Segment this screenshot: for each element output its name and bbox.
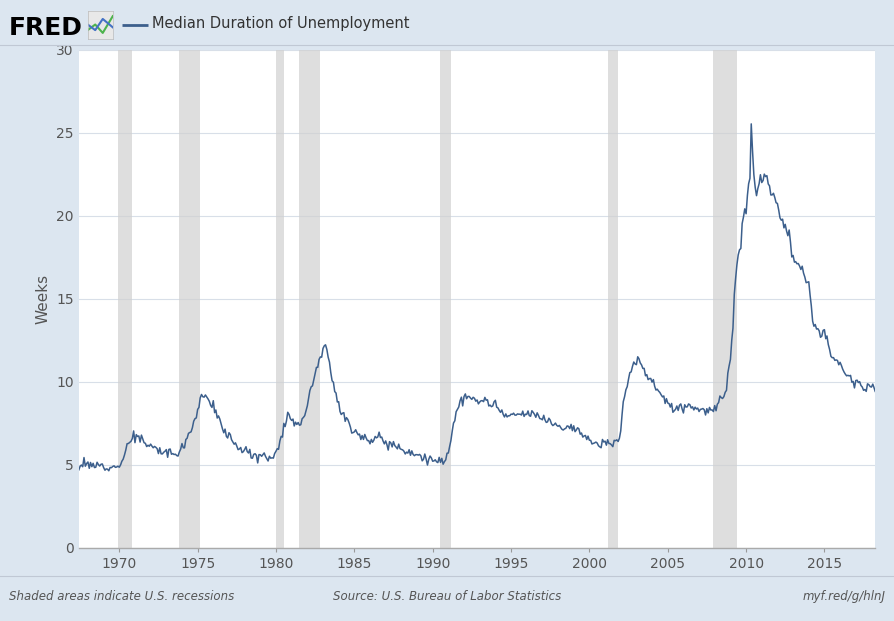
Bar	[275, 50, 283, 548]
Bar	[299, 50, 320, 548]
Text: FRED: FRED	[9, 16, 83, 40]
Bar	[440, 50, 451, 548]
Bar	[713, 50, 736, 548]
Bar	[179, 50, 200, 548]
Bar	[607, 50, 618, 548]
Text: myf.red/g/hlnJ: myf.red/g/hlnJ	[802, 590, 885, 603]
Bar	[118, 50, 132, 548]
Text: Shaded areas indicate U.S. recessions: Shaded areas indicate U.S. recessions	[9, 590, 234, 603]
Text: Median Duration of Unemployment: Median Duration of Unemployment	[152, 16, 409, 30]
Text: Source: U.S. Bureau of Labor Statistics: Source: U.S. Bureau of Labor Statistics	[333, 590, 561, 603]
Y-axis label: Weeks: Weeks	[36, 274, 51, 324]
